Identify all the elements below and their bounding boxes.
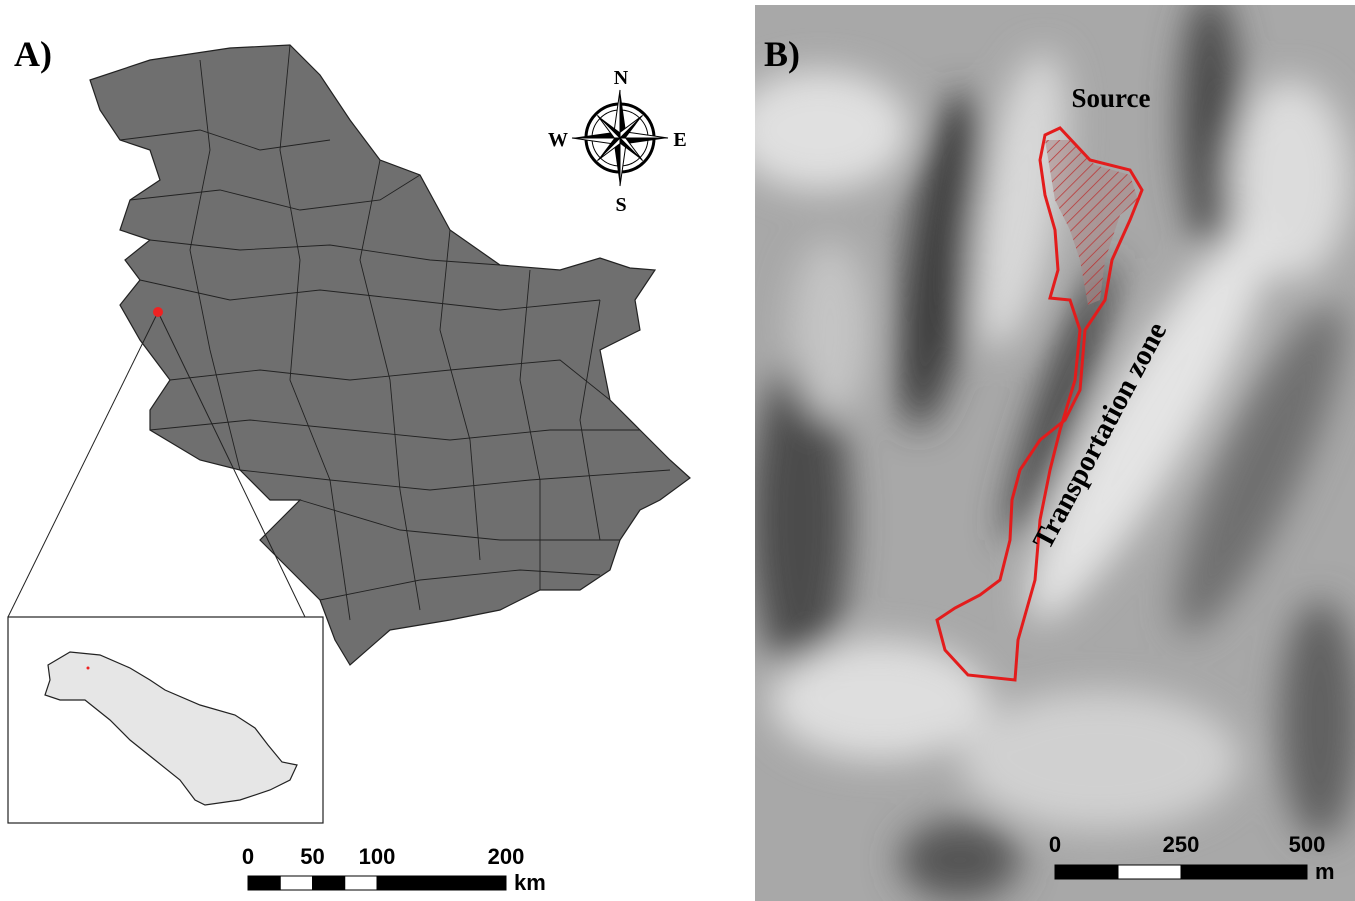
scale-segment xyxy=(376,875,507,891)
scale-segment xyxy=(1180,864,1308,880)
scale-label: 500 xyxy=(1289,832,1326,857)
scale-unit: km xyxy=(514,870,546,895)
location-marker xyxy=(153,307,163,317)
scale-label: 100 xyxy=(359,844,396,869)
inset-marker xyxy=(86,666,90,670)
compass-e: E xyxy=(673,129,686,151)
panel-a: A) N E S xyxy=(7,34,691,895)
scale-segment xyxy=(247,875,281,891)
inset-municipality xyxy=(44,651,298,806)
scale-label: 0 xyxy=(1049,832,1061,857)
source-area xyxy=(1045,140,1138,305)
compass-w: W xyxy=(548,129,568,151)
connector-lines xyxy=(7,311,306,618)
hillshade xyxy=(755,5,1355,901)
scale-segment xyxy=(312,875,346,891)
scale-segment xyxy=(1117,864,1182,880)
scale-label: 200 xyxy=(488,844,525,869)
scale-label: 250 xyxy=(1163,832,1200,857)
scale-unit: m xyxy=(1315,859,1335,884)
district-borders xyxy=(119,44,671,621)
compass xyxy=(571,89,669,187)
scale-label: 50 xyxy=(300,844,324,869)
panel-label: A) xyxy=(14,34,52,74)
landslide-outline xyxy=(935,126,1144,682)
compass-s: S xyxy=(615,194,626,216)
scale-label: 0 xyxy=(242,844,254,869)
panel-label: B) xyxy=(764,34,800,74)
scale-segment xyxy=(279,875,313,891)
scale-segment xyxy=(344,875,378,891)
source-label: Source xyxy=(1072,83,1151,113)
compass-n: N xyxy=(614,67,629,89)
scale-segment xyxy=(1054,864,1119,880)
